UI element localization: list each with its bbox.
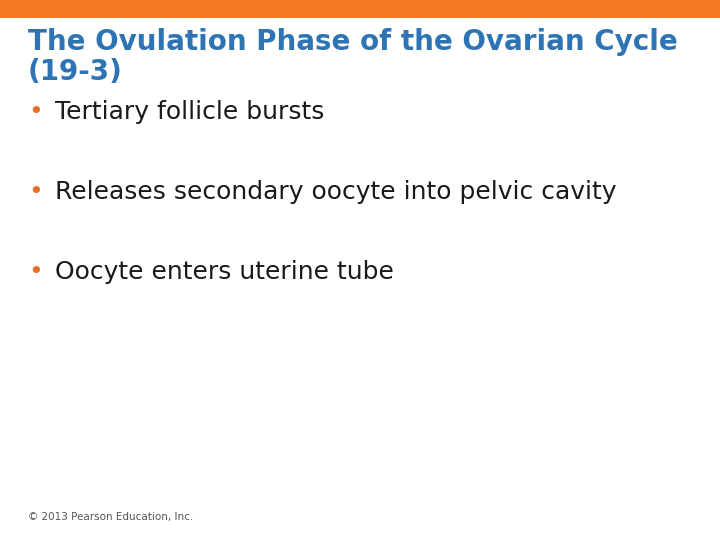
Text: © 2013 Pearson Education, Inc.: © 2013 Pearson Education, Inc. [28, 512, 193, 522]
Text: •: • [28, 180, 42, 204]
Bar [0, 0, 720, 18]
Text: •: • [28, 100, 42, 124]
Text: •: • [28, 260, 42, 284]
Text: Oocyte enters uterine tube: Oocyte enters uterine tube [55, 260, 394, 284]
Text: Tertiary follicle bursts: Tertiary follicle bursts [55, 100, 325, 124]
Text: The Ovulation Phase of the Ovarian Cycle: The Ovulation Phase of the Ovarian Cycle [28, 28, 678, 56]
Text: Releases secondary oocyte into pelvic cavity: Releases secondary oocyte into pelvic ca… [55, 180, 616, 204]
Text: (19-3): (19-3) [28, 58, 123, 86]
